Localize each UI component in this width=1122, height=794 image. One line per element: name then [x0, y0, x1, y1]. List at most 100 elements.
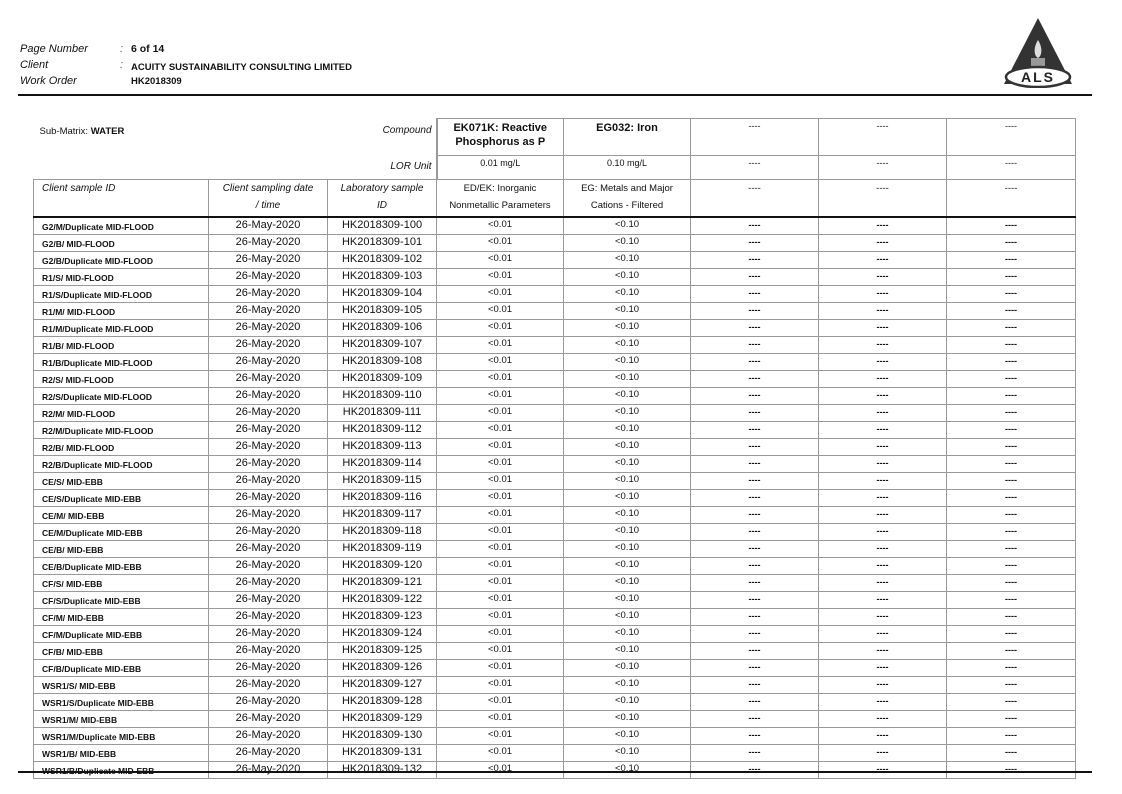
- empty-result: ----: [818, 318, 947, 337]
- reactive-phosphorus-result: <0.01: [436, 709, 564, 728]
- iron-result: <0.10: [563, 267, 691, 286]
- empty-result: ----: [818, 488, 947, 507]
- reactive-phosphorus-result: <0.01: [436, 471, 564, 490]
- reactive-phosphorus-result: <0.01: [436, 318, 564, 337]
- reactive-phosphorus-result: <0.01: [436, 760, 564, 779]
- iron-result: <0.10: [563, 437, 691, 456]
- empty-result: ----: [946, 318, 1076, 337]
- reactive-phosphorus-result: <0.01: [436, 692, 564, 711]
- empty-result: ----: [818, 692, 947, 711]
- sampling-date: 26-May-2020: [208, 641, 328, 660]
- iron-result: <0.10: [563, 454, 691, 473]
- client-sample-id: R2/S/Duplicate MID-FLOOD: [33, 386, 209, 405]
- table-row: G2/M/Duplicate MID-FLOOD 26-May-2020 HK201…: [33, 216, 1076, 235]
- sampling-date: 26-May-2020: [208, 250, 328, 269]
- iron-result: <0.10: [563, 301, 691, 320]
- reactive-phosphorus-result: <0.01: [436, 420, 564, 439]
- client-sample-id: CF/B/ MID-EBB: [33, 641, 209, 660]
- iron-result: <0.10: [563, 692, 691, 711]
- iron-result: <0.10: [563, 471, 691, 490]
- sampling-date: 26-May-2020: [208, 675, 328, 694]
- method-1: ED/EK: Inorganic Nonmetallic Parameters: [436, 178, 564, 218]
- empty-result: ----: [818, 743, 947, 762]
- empty-result: ----: [690, 420, 819, 439]
- empty-result: ----: [818, 369, 947, 388]
- sampling-date: 26-May-2020: [208, 267, 328, 286]
- lab-sample-id: HK2018309-122: [327, 590, 437, 609]
- lab-sample-id: HK2018309-106: [327, 318, 437, 337]
- column-header-sampling-date: Client sampling date / time: [208, 178, 328, 218]
- lor-2: 0.10 mg/L: [563, 155, 691, 180]
- lab-sample-id: HK2018309-131: [327, 743, 437, 762]
- empty-result: ----: [690, 743, 819, 762]
- client-sample-id: CF/M/Duplicate MID-EBB: [33, 624, 209, 643]
- reactive-phosphorus-result: <0.01: [436, 369, 564, 388]
- empty-result: ----: [946, 352, 1076, 371]
- iron-result: <0.10: [563, 250, 691, 269]
- compound-2: EG032: Iron: [563, 118, 691, 156]
- reactive-phosphorus-result: <0.01: [436, 590, 564, 609]
- empty-result: ----: [946, 403, 1076, 422]
- method-3: ----: [690, 178, 819, 218]
- sampling-date: 26-May-2020: [208, 403, 328, 422]
- compound-label: Compound: [327, 118, 438, 156]
- empty-result: ----: [690, 607, 819, 626]
- empty-result: ----: [690, 709, 819, 728]
- lab-sample-id: HK2018309-114: [327, 454, 437, 473]
- empty-result: ----: [818, 386, 947, 405]
- lab-sample-id: HK2018309-102: [327, 250, 437, 269]
- table-row: R2/B/ MID-FLOOD 26-May-2020 HK2018309-113 <…: [33, 437, 1076, 456]
- client-sample-id: CF/S/ MID-EBB: [33, 573, 209, 592]
- lor-5: ----: [946, 155, 1076, 180]
- client-sample-id: WSR1/B/ MID-EBB: [33, 743, 209, 762]
- sampling-date: 26-May-2020: [208, 335, 328, 354]
- empty-result: ----: [946, 573, 1076, 592]
- lab-sample-id: HK2018309-132: [327, 760, 437, 779]
- table-row: WSR1/B/Duplicate MID-EBB26-May-2020HK201…: [33, 760, 1076, 779]
- lab-sample-id: HK2018309-108: [327, 352, 437, 371]
- column-header-client-sample-id: Client sample ID: [33, 178, 209, 218]
- empty-result: ----: [818, 726, 947, 745]
- iron-result: <0.10: [563, 726, 691, 745]
- reactive-phosphorus-result: <0.01: [436, 352, 564, 371]
- table-row: CF/M/ MID-EBB 26-May-2020 HK2018309-123 <0.…: [33, 607, 1076, 626]
- reactive-phosphorus-result: <0.01: [436, 641, 564, 660]
- empty-result: ----: [690, 539, 819, 558]
- sampling-date: 26-May-2020: [208, 624, 328, 643]
- column-header-lab-sample-id: Laboratory sample ID: [327, 178, 437, 218]
- empty-result: ----: [946, 369, 1076, 388]
- table-row: R2/B/Duplicate MID-FLOOD 26-May-2020 HK201…: [33, 454, 1076, 473]
- method-2: EG: Metals and Major Cations - Filtered: [563, 178, 691, 218]
- lor-unit-label: LOR Unit: [327, 155, 438, 179]
- sampling-date: 26-May-2020: [208, 471, 328, 490]
- empty-result: ----: [946, 726, 1076, 745]
- compound-3: ----: [690, 118, 819, 156]
- sampling-date: 26-May-2020: [208, 743, 328, 762]
- empty-result: ----: [818, 590, 947, 609]
- empty-result: ----: [690, 573, 819, 592]
- table-row: WSR1/M/ MID-EBB 26-May-2020 HK2018309-129 <…: [33, 709, 1076, 728]
- iron-result: <0.10: [563, 386, 691, 405]
- client-sample-id: R1/B/ MID-FLOOD: [33, 335, 209, 354]
- client-sample-id: G2/B/ MID-FLOOD: [33, 233, 209, 252]
- client-sample-id: CE/M/ MID-EBB: [33, 505, 209, 524]
- empty-result: ----: [690, 216, 819, 235]
- empty-result: ----: [818, 607, 947, 626]
- sampling-date: 26-May-2020: [208, 607, 328, 626]
- empty-result: ----: [690, 267, 819, 286]
- sampling-date: 26-May-2020: [208, 505, 328, 524]
- empty-result: ----: [946, 437, 1076, 456]
- client-sample-id: WSR1/M/ MID-EBB: [33, 709, 209, 728]
- sub-matrix: Sub-Matrix: WATER: [39, 125, 125, 137]
- empty-result: ----: [690, 522, 819, 541]
- empty-result: ----: [946, 335, 1076, 354]
- svg-text:ALS: ALS: [1021, 69, 1055, 85]
- empty-result: ----: [690, 403, 819, 422]
- lab-sample-id: HK2018309-123: [327, 607, 437, 626]
- reactive-phosphorus-result: <0.01: [436, 284, 564, 303]
- sampling-date: 26-May-2020: [208, 488, 328, 507]
- lab-sample-id: HK2018309-100: [327, 216, 437, 235]
- reactive-phosphorus-result: <0.01: [436, 386, 564, 405]
- table-row: CE/S/ MID-EBB 26-May-2020 HK2018309-115 <0.…: [33, 471, 1076, 490]
- reactive-phosphorus-result: <0.01: [436, 556, 564, 575]
